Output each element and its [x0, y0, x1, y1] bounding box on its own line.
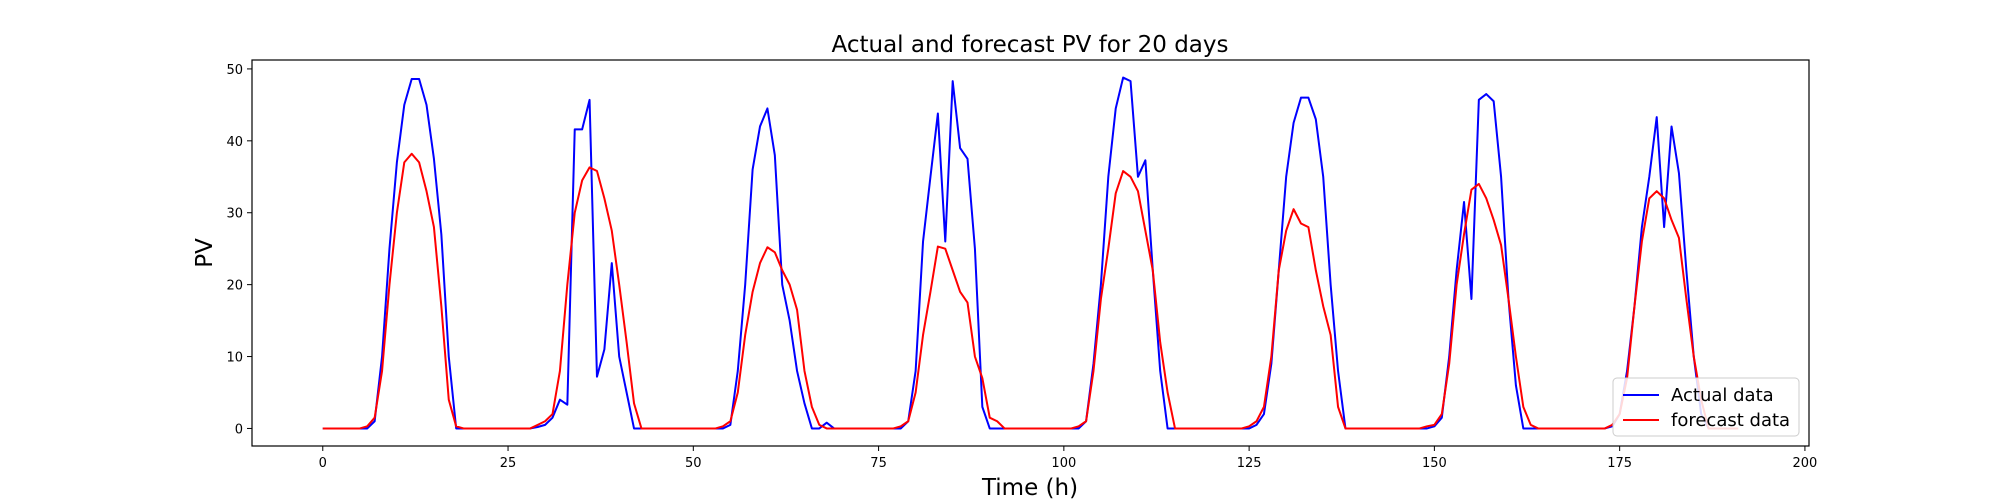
data-line: [322, 152, 1739, 430]
x-tick-label: 25: [500, 456, 517, 471]
data-line: [322, 76, 1739, 430]
y-tick-label: 40: [226, 135, 243, 150]
x-axis-label: Time (h): [981, 475, 1078, 500]
legend: Actual data forecast data: [1612, 377, 1800, 437]
x-tick-label: 175: [1607, 456, 1632, 471]
chart-title: Actual and forecast PV for 20 days: [832, 32, 1229, 58]
x-tick-label: 75: [870, 456, 887, 471]
x-tick-label: 150: [1422, 456, 1447, 471]
y-axis-label: PV: [192, 238, 218, 268]
y-tick-label: 10: [226, 351, 243, 366]
x-tick-label: 200: [1793, 456, 1818, 471]
y-tick-label: 50: [226, 63, 243, 78]
y-tick-label: 30: [226, 207, 243, 222]
plot-frame: [251, 59, 1810, 447]
x-tick-label: 100: [1051, 456, 1076, 471]
legend-label: Actual data: [1671, 385, 1774, 406]
y-tick-label: 20: [226, 279, 243, 294]
x-tick-label: 50: [685, 456, 702, 471]
y-tick-label: 0: [235, 422, 243, 437]
x-tick-label: 125: [1237, 456, 1262, 471]
legend-label: forecast data: [1671, 410, 1790, 431]
x-tick-label: 0: [319, 456, 327, 471]
legend-box: [1612, 377, 1800, 437]
